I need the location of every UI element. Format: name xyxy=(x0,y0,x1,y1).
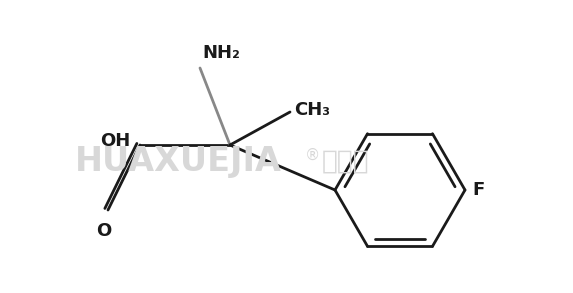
Text: OH: OH xyxy=(100,132,130,150)
Text: 化学加: 化学加 xyxy=(322,149,370,175)
Text: ®: ® xyxy=(305,147,320,163)
Text: CH₃: CH₃ xyxy=(294,101,330,119)
Text: F: F xyxy=(472,181,484,199)
Text: NH₂: NH₂ xyxy=(202,44,240,62)
Text: HUAXUEJIA: HUAXUEJIA xyxy=(75,146,282,178)
Text: O: O xyxy=(96,222,112,240)
